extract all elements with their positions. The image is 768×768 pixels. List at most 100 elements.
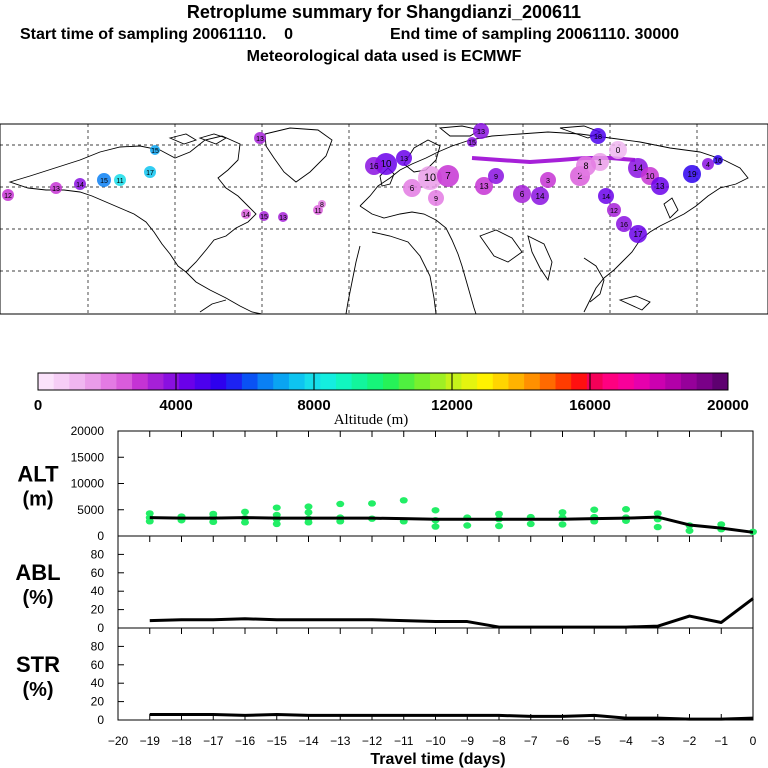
plume-circle xyxy=(531,187,549,205)
x-tick-label: −11 xyxy=(394,734,414,748)
plume-track xyxy=(471,156,636,165)
x-tick-label: −2 xyxy=(683,734,697,748)
colorbar-tick-label: 20000 xyxy=(707,397,749,414)
plume-label: 8 xyxy=(583,161,588,171)
x-tick-label: −16 xyxy=(235,734,256,748)
plume-circle xyxy=(513,185,531,203)
plume-label: 18 xyxy=(594,132,602,141)
plume-label: 11 xyxy=(116,178,123,185)
plume-label: 6 xyxy=(410,184,415,193)
plume-circle xyxy=(629,225,647,243)
alt-point xyxy=(399,497,408,504)
y-tick-label: 20 xyxy=(91,603,105,617)
colorbar-cell xyxy=(147,373,164,390)
plume-marker: 17 xyxy=(144,166,156,178)
plume-circle xyxy=(609,141,627,159)
plume-marker: 16 xyxy=(713,155,723,165)
plume-marker: 16 xyxy=(616,216,632,232)
x-tick-label: −7 xyxy=(524,734,538,748)
plume-circle xyxy=(702,158,714,170)
colorbar-tick-label: 12000 xyxy=(431,397,473,414)
panel-ylabel-unit: (%) xyxy=(22,679,53,701)
plume-marker: 13 xyxy=(473,123,489,139)
plume-marker: 6 xyxy=(513,185,531,203)
colorbar-cell xyxy=(304,373,321,390)
altitude-colorbar: 0 4000 8000 12000 16000 20000 Altitude (m) xyxy=(34,372,749,428)
series-line xyxy=(149,597,754,629)
plume-label: 13 xyxy=(52,186,60,193)
plume-marker: 17 xyxy=(629,225,647,243)
plume-label: 13 xyxy=(477,127,485,136)
plume-marker: 14 xyxy=(598,188,614,204)
y-tick-label: 80 xyxy=(91,547,105,561)
plume-label: 7 xyxy=(445,171,451,182)
plume-label: 9 xyxy=(494,172,498,181)
plume-label: 12 xyxy=(4,193,12,200)
plume-circle xyxy=(590,128,606,144)
plume-circle xyxy=(74,178,86,190)
plume-marker: 18 xyxy=(590,128,606,144)
y-tick-label: 0 xyxy=(97,529,104,543)
plume-label: 15 xyxy=(260,214,268,221)
colorbar-title: Altitude (m) xyxy=(334,412,409,428)
colorbar-cell xyxy=(320,373,337,390)
plume-marker: 7 xyxy=(437,165,459,187)
plume-label: 16 xyxy=(620,220,628,229)
plume-label: 10 xyxy=(645,172,655,181)
colorbar-cell xyxy=(633,373,651,390)
plume-label: 14 xyxy=(602,192,610,201)
plume-label: 12 xyxy=(610,208,618,215)
panel-str: 0 20 40 60 80 STR(%) xyxy=(16,627,754,727)
colorbar-cell xyxy=(351,373,368,390)
plume-label: 13 xyxy=(279,215,287,222)
colorbar-cell xyxy=(273,373,290,390)
plume-circle xyxy=(259,211,269,221)
plume-circle xyxy=(467,137,477,147)
panel-ylabel: ALT xyxy=(17,462,59,487)
alt-point xyxy=(209,510,218,518)
plume-marker: 10 xyxy=(418,166,442,190)
x-tick-label: −10 xyxy=(425,734,446,748)
plume-marker: 15 xyxy=(150,145,160,155)
plume-label: 13 xyxy=(400,154,408,163)
colorbar-cell xyxy=(461,373,478,390)
x-tick-label: −14 xyxy=(298,734,319,748)
y-tick-label: 40 xyxy=(91,676,105,690)
colorbar-cell xyxy=(539,373,556,390)
plume-marker: 9 xyxy=(428,190,444,206)
plume-marker: 0 xyxy=(609,141,627,159)
alt-point xyxy=(590,506,599,513)
plume-marker: 14 xyxy=(531,187,549,205)
plume-circle xyxy=(97,173,111,187)
x-tick-label: −1 xyxy=(714,734,728,748)
colorbar-cell xyxy=(649,373,666,390)
plume-label: 15 xyxy=(151,148,159,155)
plume-label: 17 xyxy=(146,170,154,177)
plume-circle xyxy=(150,145,160,155)
colorbar-cell xyxy=(288,373,306,390)
colorbar-cell xyxy=(555,373,572,390)
colorbar-cell xyxy=(38,373,55,390)
plume-marker: 8 xyxy=(318,200,326,209)
colorbar-cell xyxy=(383,373,400,390)
alt-point xyxy=(431,523,440,530)
colorbar-cell xyxy=(179,373,196,390)
colorbar-cell xyxy=(602,373,619,390)
plume-circle xyxy=(683,165,701,183)
y-tick-label: 60 xyxy=(91,566,105,580)
plume-label: 14 xyxy=(633,163,643,173)
plume-label: 14 xyxy=(535,192,545,201)
plume-circle xyxy=(114,174,126,186)
y-tick-label: 20 xyxy=(91,695,105,709)
x-axis-label: Travel time (days) xyxy=(370,751,505,768)
alt-point xyxy=(622,506,630,513)
plume-label: 9 xyxy=(434,194,438,203)
plume-circle xyxy=(576,156,596,176)
plume-marker: 13 xyxy=(651,177,669,195)
x-tick-label: −13 xyxy=(330,734,351,748)
x-tick-label: −18 xyxy=(171,734,192,748)
colorbar-cell xyxy=(618,373,635,390)
alt-point xyxy=(272,520,281,528)
